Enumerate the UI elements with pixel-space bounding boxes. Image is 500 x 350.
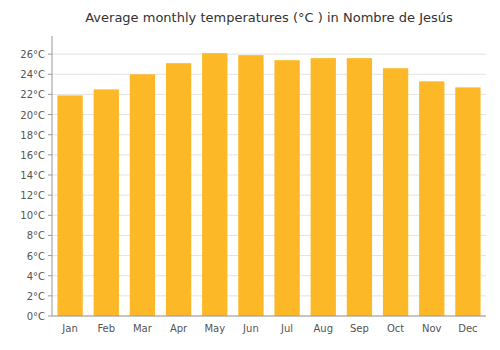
y-tick: [48, 114, 52, 115]
chart-container: 0°C 2°C 4°C 6°C 8°C 10°C 12°C 14°C 16°C 18°C 20°C 2…: [0, 0, 500, 350]
bar: [347, 58, 372, 316]
bar: [166, 63, 191, 316]
y-tick: [48, 134, 52, 135]
y-tick: [48, 195, 52, 196]
x-tick-label: May: [204, 323, 225, 334]
bar: [238, 55, 263, 316]
chart-svg: 0°C 2°C 4°C 6°C 8°C 10°C 12°C 14°C 16°C 18°C 20°C 2…: [0, 0, 500, 350]
y-tick: [48, 275, 52, 276]
grid-line: [52, 74, 486, 75]
bars: [57, 53, 480, 316]
y-tick: [48, 174, 52, 175]
grid-line: [52, 54, 486, 55]
x-tick-label: Oct: [387, 323, 404, 334]
y-tick: [48, 235, 52, 236]
x-ticks: Jan Feb Mar Apr May Jun Jul Aug Sep Oct Nov Dec: [61, 323, 477, 334]
bar: [455, 87, 480, 316]
y-tick: [48, 54, 52, 55]
y-tick-label: 8°C: [27, 230, 45, 241]
bar: [419, 81, 444, 316]
y-tick-label: 4°C: [27, 271, 45, 282]
bar: [57, 95, 82, 316]
x-tick-label: Mar: [133, 323, 153, 334]
y-tick: [48, 255, 52, 256]
x-tick-label: Sep: [350, 323, 369, 334]
bar: [383, 68, 408, 316]
bar: [202, 53, 227, 316]
y-axis-line: [52, 36, 53, 316]
bar: [130, 74, 155, 316]
y-ticks: 0°C 2°C 4°C 6°C 8°C 10°C 12°C 14°C 16°C 18°C 20°C 2…: [20, 49, 52, 322]
y-tick: [48, 74, 52, 75]
y-tick: [48, 154, 52, 155]
y-tick: [48, 215, 52, 216]
y-tick-label: 16°C: [20, 150, 45, 161]
y-tick-label: 0°C: [27, 311, 45, 322]
x-tick-label: Jan: [61, 323, 77, 334]
y-tick-label: 20°C: [20, 110, 45, 121]
x-tick-label: Dec: [458, 323, 477, 334]
grid-line: [52, 316, 486, 317]
y-tick-label: 26°C: [20, 49, 45, 60]
x-tick-label: Feb: [97, 323, 115, 334]
x-tick-label: Apr: [170, 323, 188, 334]
y-tick: [48, 295, 52, 296]
x-tick-label: Jun: [242, 323, 259, 334]
x-tick-label: Nov: [422, 323, 442, 334]
y-tick-label: 10°C: [20, 210, 45, 221]
y-tick-label: 14°C: [20, 170, 45, 181]
bar: [274, 60, 299, 316]
bar: [311, 58, 336, 316]
y-tick: [48, 316, 52, 317]
y-tick-label: 12°C: [20, 190, 45, 201]
x-tick-label: Jul: [280, 323, 293, 334]
x-axis-line: [52, 316, 486, 317]
y-grid: [52, 54, 486, 316]
x-tick-label: Aug: [313, 323, 333, 334]
y-tick-label: 22°C: [20, 89, 45, 100]
y-tick-label: 18°C: [20, 130, 45, 141]
y-tick: [48, 94, 52, 95]
y-tick-label: 6°C: [27, 251, 45, 262]
y-tick-label: 24°C: [20, 69, 45, 80]
y-tick-label: 2°C: [27, 291, 45, 302]
chart-title: Average monthly temperatures (°C ) in No…: [85, 10, 453, 25]
bar: [94, 89, 119, 316]
